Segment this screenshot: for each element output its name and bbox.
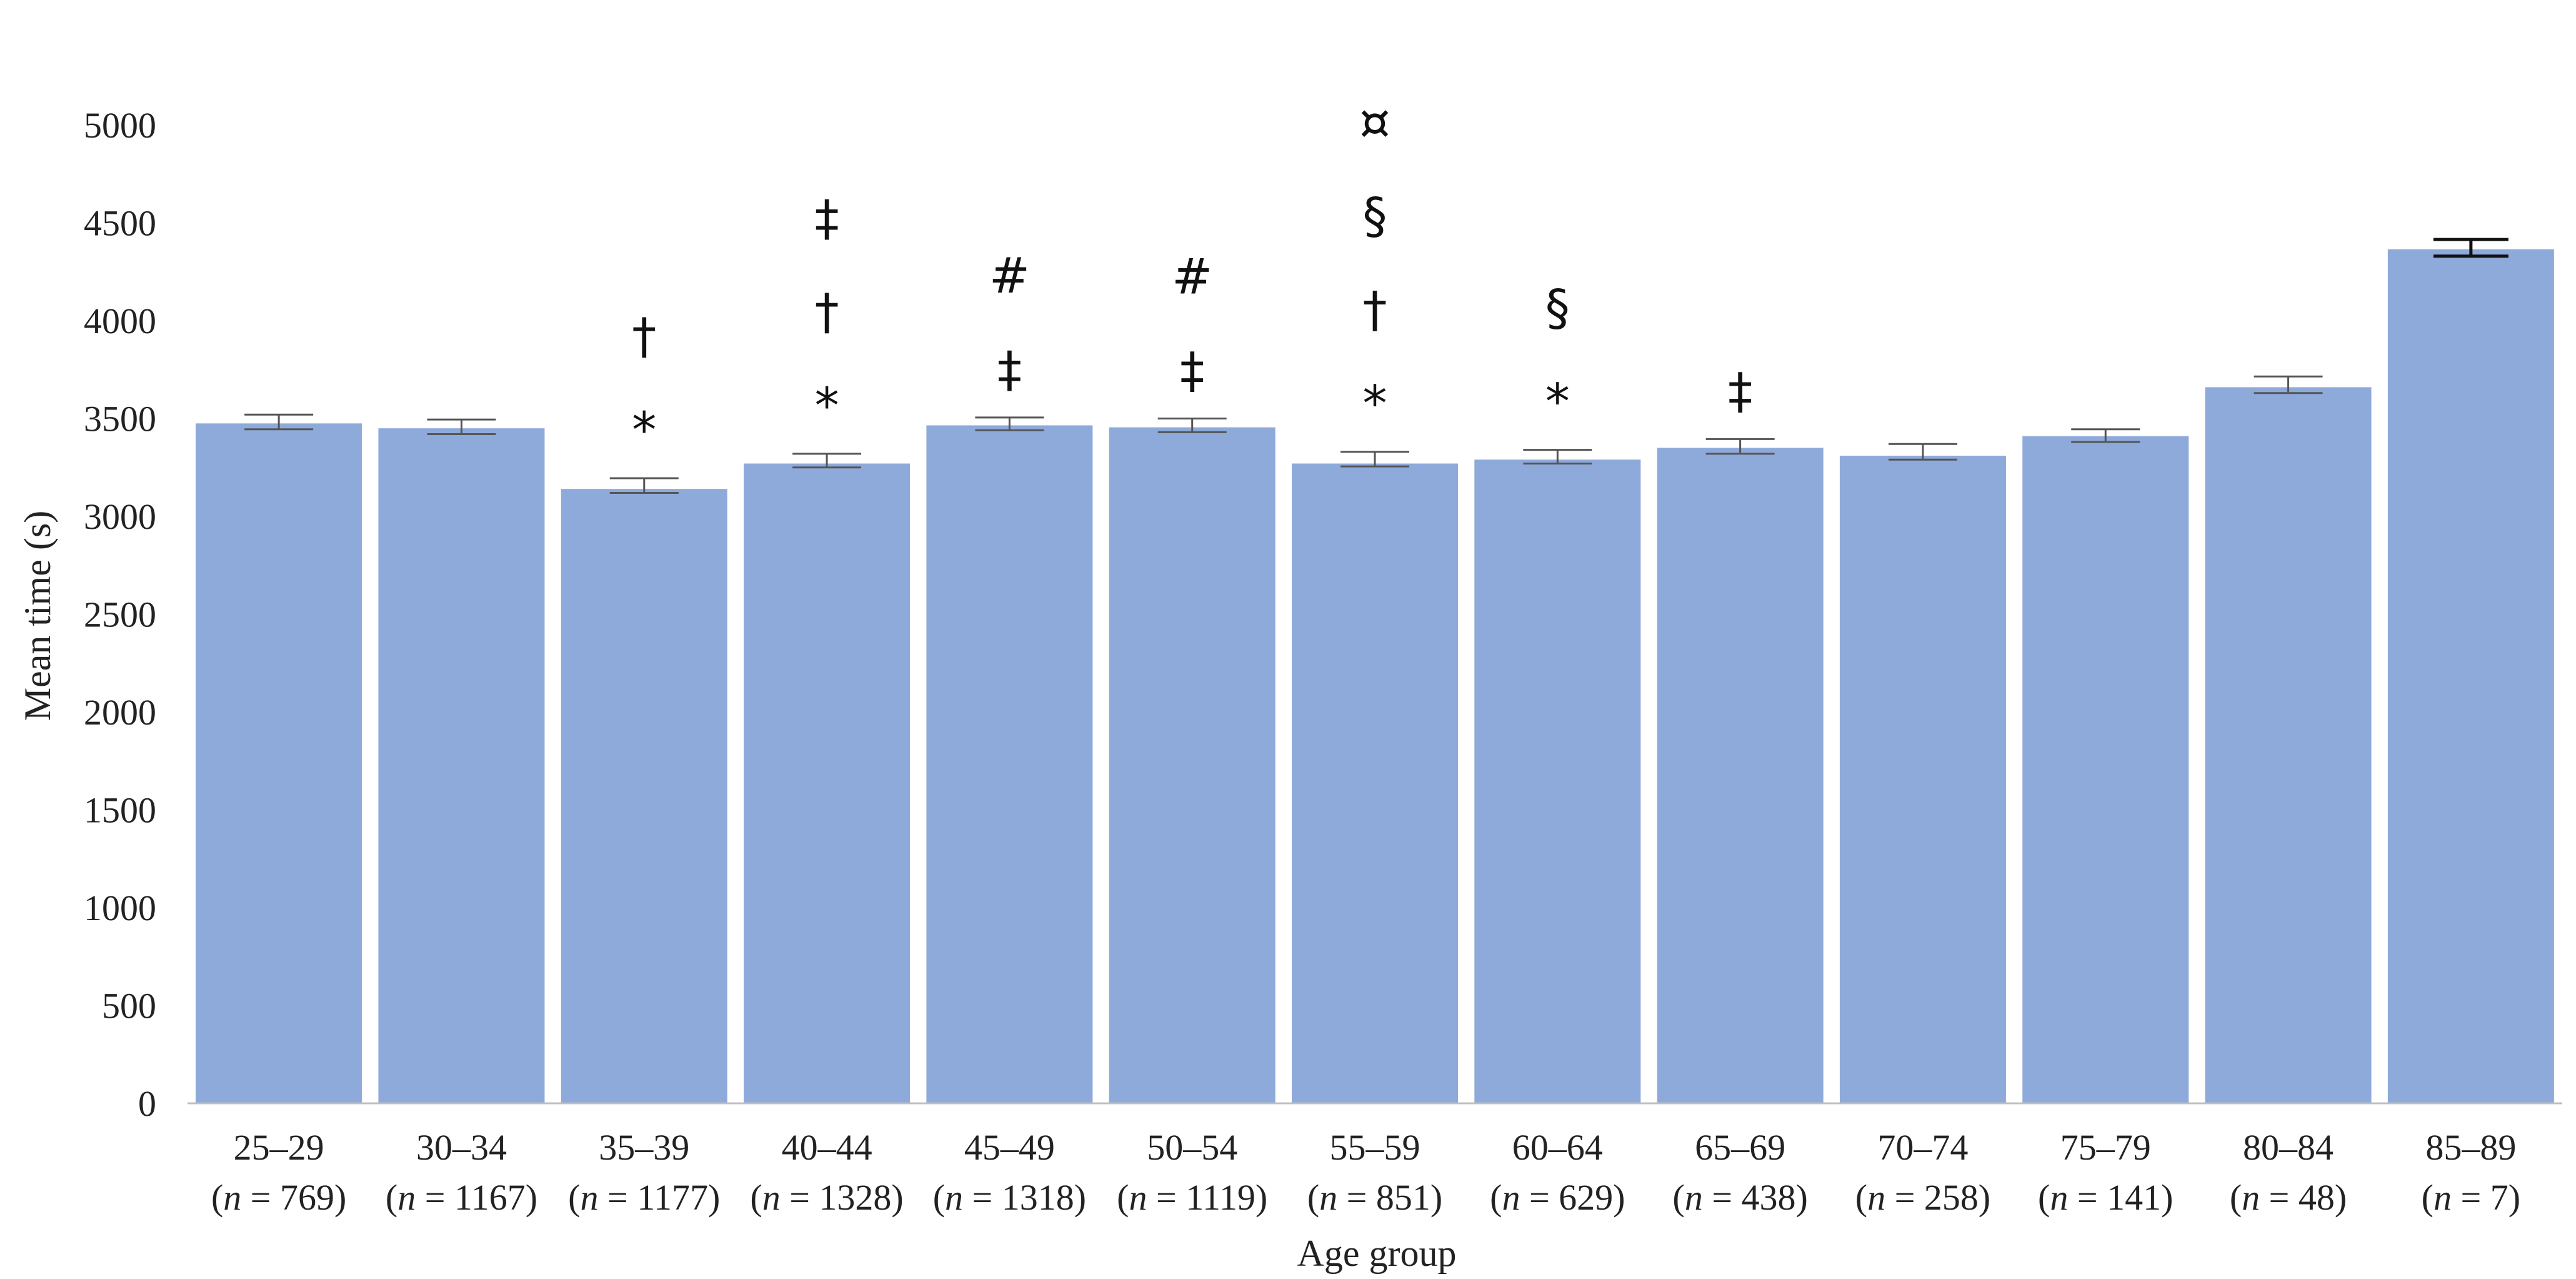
y-axis-title: Mean time (s) — [17, 511, 58, 721]
error-bar — [427, 418, 496, 436]
significance-marker: ‡ — [1728, 363, 1752, 419]
significance-marker: * — [1363, 376, 1387, 433]
x-tick-label: 55–59 — [1330, 1127, 1420, 1168]
x-tick-label: 45–49 — [964, 1127, 1055, 1168]
significance-markers: * † * † ‡ ‡ # ‡ # * † § ¤ * § ‡ — [632, 95, 1752, 459]
bar — [926, 425, 1093, 1103]
error-bar — [2254, 375, 2323, 394]
significance-marker: § — [1545, 281, 1570, 337]
error-bars — [244, 238, 2509, 494]
error-bar — [1888, 443, 1957, 461]
bars — [196, 249, 2554, 1104]
y-tick-label: 3500 — [84, 399, 156, 439]
bar — [196, 423, 362, 1104]
x-tick-sample-size: (n = 769) — [211, 1177, 346, 1218]
error-bar — [1340, 451, 1409, 468]
y-tick-label: 500 — [102, 986, 156, 1026]
significance-marker: * — [632, 403, 656, 459]
x-tick-sample-size: (n = 1328) — [750, 1177, 903, 1218]
significance-marker: † — [1363, 283, 1387, 339]
x-tick-label: 40–44 — [782, 1127, 872, 1168]
y-tick-label: 2500 — [84, 594, 156, 635]
bar — [1292, 463, 1458, 1103]
y-tick-label: 4000 — [84, 301, 156, 341]
significance-marker: ‡ — [815, 191, 839, 247]
bar — [561, 489, 727, 1103]
x-tick-sample-size: (n = 438) — [1672, 1177, 1807, 1218]
x-tick-sample-size: (n = 258) — [1855, 1177, 1990, 1218]
x-tick-sample-size: (n = 48) — [2230, 1177, 2347, 1218]
x-tick-sample-size: (n = 1119) — [1117, 1177, 1267, 1218]
significance-marker: † — [815, 284, 839, 341]
x-tick-sample-size: (n = 1167) — [386, 1177, 537, 1218]
significance-marker: * — [815, 378, 839, 434]
bar — [1657, 448, 1824, 1104]
x-tick-sample-size: (n = 629) — [1490, 1177, 1625, 1218]
x-tick-label: 85–89 — [2425, 1127, 2516, 1168]
significance-marker: ‡ — [997, 342, 1022, 398]
error-bar — [975, 416, 1044, 431]
bar — [378, 428, 545, 1103]
x-tick-label: 50–54 — [1147, 1127, 1237, 1168]
x-tick-sample-size: (n = 1177) — [568, 1177, 720, 1218]
bar — [1839, 455, 2006, 1103]
bar — [1109, 427, 1276, 1104]
x-tick-label: 70–74 — [1877, 1127, 1968, 1168]
x-tick-label: 30–34 — [416, 1127, 507, 1168]
x-axis-title: Age group — [1297, 1233, 1457, 1274]
bar — [1474, 459, 1641, 1103]
significance-marker: ¤ — [1359, 95, 1390, 151]
error-bar — [1157, 418, 1227, 433]
error-bar — [2071, 428, 2140, 443]
x-tick-sample-size: (n = 851) — [1307, 1177, 1442, 1218]
error-bar — [244, 413, 314, 431]
error-bar — [2433, 238, 2509, 258]
x-tick-label: 65–69 — [1695, 1127, 1785, 1168]
y-tick-label: 0 — [138, 1083, 156, 1124]
significance-marker: * — [1545, 374, 1570, 431]
error-bar — [1705, 438, 1775, 455]
x-axis-labels: 25–29 (n = 769) 30–34 (n = 1167) 35–39 (n = 1… — [211, 1127, 2520, 1218]
x-tick-label: 80–84 — [2243, 1127, 2334, 1168]
x-tick-label: 60–64 — [1512, 1127, 1603, 1168]
x-tick-sample-size: (n = 141) — [2038, 1177, 2173, 1218]
significance-marker: # — [989, 248, 1030, 304]
error-bar — [1523, 449, 1592, 464]
error-bar — [792, 453, 862, 469]
significance-marker: ‡ — [1180, 343, 1204, 399]
x-tick-label: 25–29 — [234, 1127, 324, 1168]
x-tick-label: 75–79 — [2060, 1127, 2151, 1168]
bar — [2387, 249, 2554, 1103]
error-bar — [609, 477, 679, 494]
significance-marker: † — [632, 309, 656, 365]
significance-marker: § — [1363, 189, 1387, 245]
y-tick-label: 3000 — [84, 496, 156, 537]
bar — [2205, 387, 2372, 1104]
significance-marker: # — [1172, 249, 1212, 306]
y-tick-label: 1500 — [84, 790, 156, 831]
y-tick-label: 1000 — [84, 888, 156, 928]
y-axis: 0 500 1000 1500 2000 2500 3000 3500 4000 4500 5000 — [84, 105, 156, 1124]
x-tick-sample-size: (n = 7) — [2422, 1177, 2520, 1218]
bar — [2022, 436, 2189, 1104]
y-tick-label: 2000 — [84, 692, 156, 733]
y-tick-label: 4500 — [84, 203, 156, 244]
bar — [744, 463, 911, 1103]
y-tick-label: 5000 — [84, 105, 156, 146]
x-tick-sample-size: (n = 1318) — [933, 1177, 1086, 1218]
x-tick-label: 35–39 — [599, 1127, 689, 1168]
